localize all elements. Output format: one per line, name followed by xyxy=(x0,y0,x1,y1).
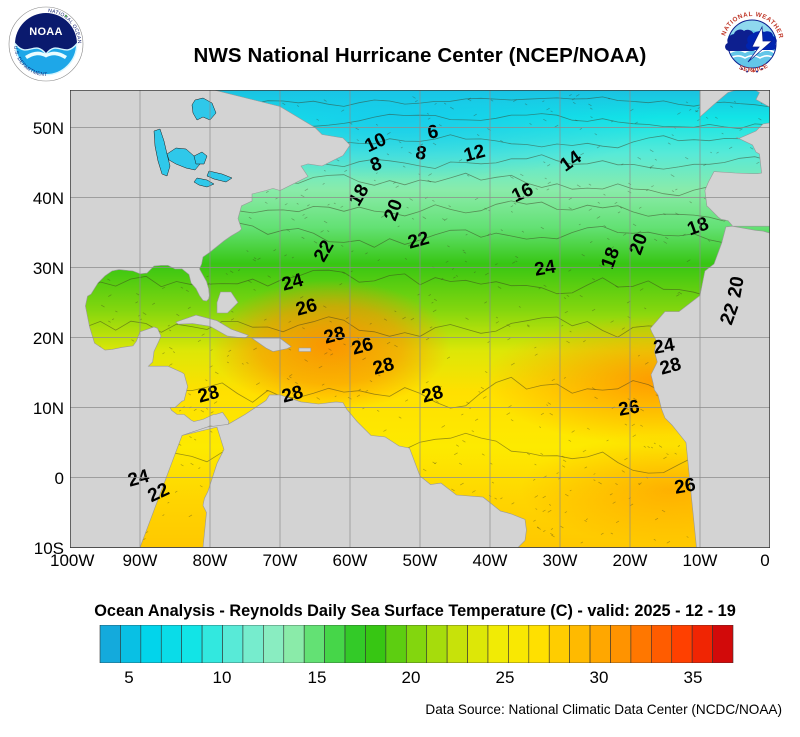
svg-text:24: 24 xyxy=(533,256,558,280)
svg-text:20: 20 xyxy=(724,275,748,299)
svg-text:26: 26 xyxy=(617,396,641,420)
svg-text:26: 26 xyxy=(673,474,697,498)
